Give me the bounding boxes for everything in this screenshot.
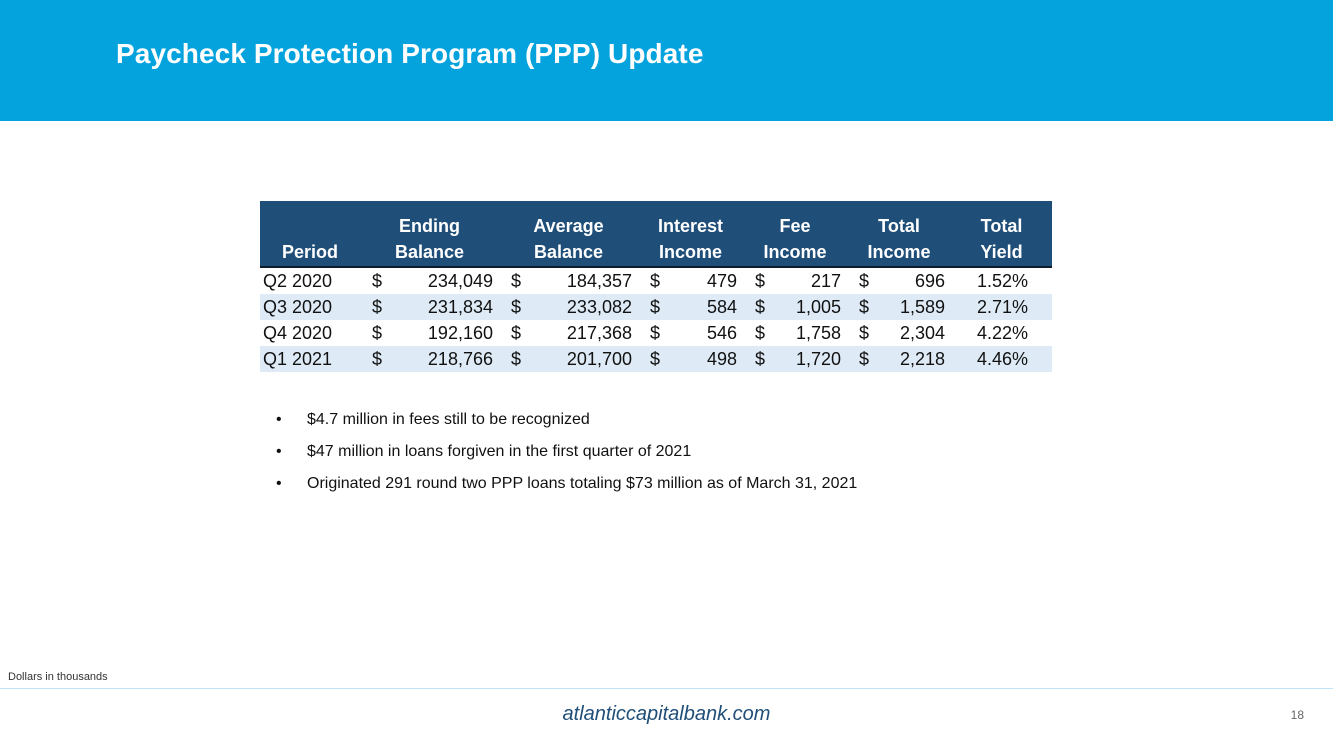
column-header: Ending bbox=[360, 201, 499, 239]
column-header: Average bbox=[499, 201, 638, 239]
interest-income-cell: 584 bbox=[652, 294, 743, 320]
total-yield-cell: 4.46% bbox=[951, 346, 1053, 372]
currency-symbol: $ bbox=[638, 346, 660, 372]
fee-income-cell: 1,720 bbox=[757, 346, 847, 372]
currency-symbol: $ bbox=[638, 294, 660, 320]
fee-income-cell: 217 bbox=[810, 271, 841, 291]
currency-symbol: $ bbox=[511, 323, 522, 343]
currency-symbol: $ bbox=[755, 271, 766, 291]
currency-symbol: $ bbox=[372, 271, 383, 291]
footer-divider bbox=[0, 688, 1333, 689]
currency-symbol: $ bbox=[650, 323, 661, 343]
list-item: • Originated 291 round two PPP loans tot… bbox=[276, 468, 857, 500]
period-cell: Q1 2021 bbox=[260, 346, 360, 372]
table-row: Q1 2021 $ 218,766 $ 201,700 $ 498 $ 1,72… bbox=[260, 346, 1053, 372]
column-header: Fee bbox=[743, 201, 847, 239]
page-title: Paycheck Protection Program (PPP) Update bbox=[116, 38, 704, 69]
table-header-row-1: Ending Average Interest Fee Total Total bbox=[260, 201, 1053, 239]
column-header: Interest bbox=[638, 201, 743, 239]
bullet-text: $47 million in loans forgiven in the fir… bbox=[307, 443, 692, 460]
column-header: Total bbox=[951, 201, 1053, 239]
interest-income-cell: 546 bbox=[706, 323, 737, 343]
table-row: Q4 2020 $ 192,160 $ 217,368 $ 546 $ 1,75… bbox=[260, 320, 1052, 346]
average-balance-cell: 201,700 bbox=[513, 346, 638, 372]
bullet-text: Originated 291 round two PPP loans total… bbox=[307, 475, 858, 492]
interest-income-cell: 498 bbox=[652, 346, 743, 372]
total-income-cell: 2,304 bbox=[899, 323, 946, 343]
list-item: • $4.7 million in fees still to be recog… bbox=[276, 404, 857, 436]
average-balance-cell: 233,082 bbox=[513, 294, 638, 320]
list-item: • $47 million in loans forgiven in the f… bbox=[276, 436, 857, 468]
currency-symbol: $ bbox=[847, 294, 869, 320]
currency-symbol: $ bbox=[859, 323, 870, 343]
currency-symbol: $ bbox=[360, 294, 382, 320]
table-row: Q3 2020 $ 231,834 $ 233,082 $ 584 $ 1,00… bbox=[260, 294, 1053, 320]
currency-symbol: $ bbox=[859, 271, 870, 291]
fee-income-cell: 1,005 bbox=[757, 294, 847, 320]
total-income-cell: 696 bbox=[914, 271, 946, 291]
interest-income-cell: 479 bbox=[706, 271, 737, 291]
total-income-cell: 1,589 bbox=[861, 294, 952, 320]
column-header: Total bbox=[847, 201, 952, 239]
currency-symbol: $ bbox=[650, 271, 661, 291]
period-cell: Q2 2020 bbox=[263, 271, 333, 291]
ending-balance-cell: 218,766 bbox=[374, 346, 499, 372]
currency-symbol: $ bbox=[499, 346, 521, 372]
ending-balance-cell: 192,160 bbox=[427, 323, 493, 343]
bullet-icon: • bbox=[276, 411, 282, 428]
currency-symbol: $ bbox=[743, 346, 765, 372]
units-footnote: Dollars in thousands bbox=[8, 671, 108, 683]
period-cell: Q3 2020 bbox=[260, 294, 360, 320]
table-row: Q2 2020 $ 234,049 $ 184,357 $ 479 $ 217 … bbox=[260, 267, 1052, 294]
bullet-list: • $4.7 million in fees still to be recog… bbox=[276, 404, 857, 500]
table-header-row-2: Period Balance Balance Income Income Inc… bbox=[260, 239, 1053, 268]
ppp-table: Ending Average Interest Fee Total Total … bbox=[260, 201, 1053, 372]
total-yield-cell: 2.71% bbox=[951, 294, 1053, 320]
title-banner bbox=[0, 0, 1333, 121]
ending-balance-cell: 231,834 bbox=[374, 294, 499, 320]
column-header: Balance bbox=[360, 239, 499, 268]
average-balance-cell: 217,368 bbox=[566, 323, 632, 343]
column-header: Period bbox=[260, 239, 360, 268]
total-yield-cell: 4.22% bbox=[976, 323, 1029, 343]
period-cell: Q4 2020 bbox=[263, 323, 333, 343]
column-header: Income bbox=[743, 239, 847, 268]
currency-symbol: $ bbox=[511, 271, 522, 291]
bullet-icon: • bbox=[276, 475, 282, 492]
currency-symbol: $ bbox=[755, 323, 766, 343]
page-number: 18 bbox=[1290, 708, 1304, 722]
ending-balance-cell: 234,049 bbox=[427, 271, 493, 291]
currency-symbol: $ bbox=[743, 294, 765, 320]
average-balance-cell: 184,357 bbox=[566, 271, 632, 291]
fee-income-cell: 1,758 bbox=[795, 323, 841, 343]
total-income-cell: 2,218 bbox=[861, 346, 952, 372]
column-header: Income bbox=[847, 239, 952, 268]
bullet-icon: • bbox=[276, 443, 282, 460]
bullet-text: $4.7 million in fees still to be recogni… bbox=[307, 411, 590, 428]
column-header: Balance bbox=[499, 239, 638, 268]
currency-symbol: $ bbox=[499, 294, 521, 320]
currency-symbol: $ bbox=[360, 346, 382, 372]
website-link[interactable]: atlanticcapitalbank.com bbox=[562, 703, 771, 725]
column-header: Income bbox=[638, 239, 743, 268]
total-yield-cell: 1.52% bbox=[976, 271, 1029, 291]
column-header: Yield bbox=[951, 239, 1053, 268]
currency-symbol: $ bbox=[372, 323, 383, 343]
column-header bbox=[260, 201, 360, 239]
currency-symbol: $ bbox=[847, 346, 869, 372]
